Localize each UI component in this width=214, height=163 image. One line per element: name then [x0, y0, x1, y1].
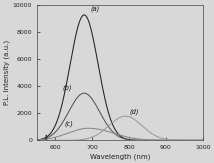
- Text: (c): (c): [65, 121, 73, 127]
- X-axis label: Wavelength (nm): Wavelength (nm): [90, 153, 150, 160]
- Y-axis label: P.L. Intensity (a.u.): P.L. Intensity (a.u.): [3, 40, 10, 105]
- Text: (b): (b): [62, 85, 71, 91]
- Text: (a): (a): [90, 6, 100, 12]
- Text: (d): (d): [129, 108, 139, 115]
